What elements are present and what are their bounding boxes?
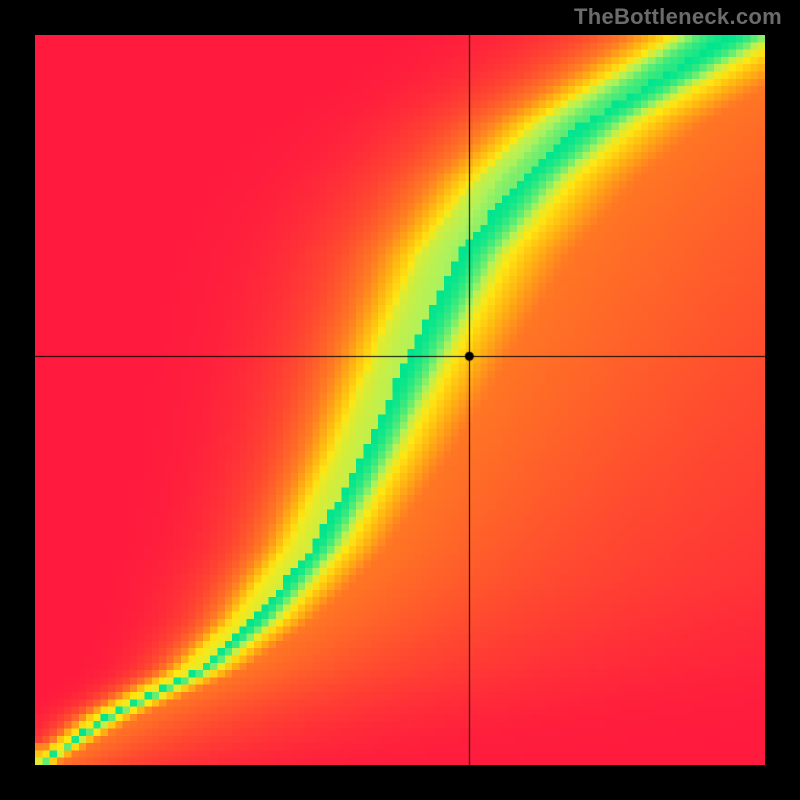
crosshair-overlay <box>0 0 800 800</box>
watermark-text: TheBottleneck.com <box>574 4 782 30</box>
root-container: TheBottleneck.com <box>0 0 800 800</box>
